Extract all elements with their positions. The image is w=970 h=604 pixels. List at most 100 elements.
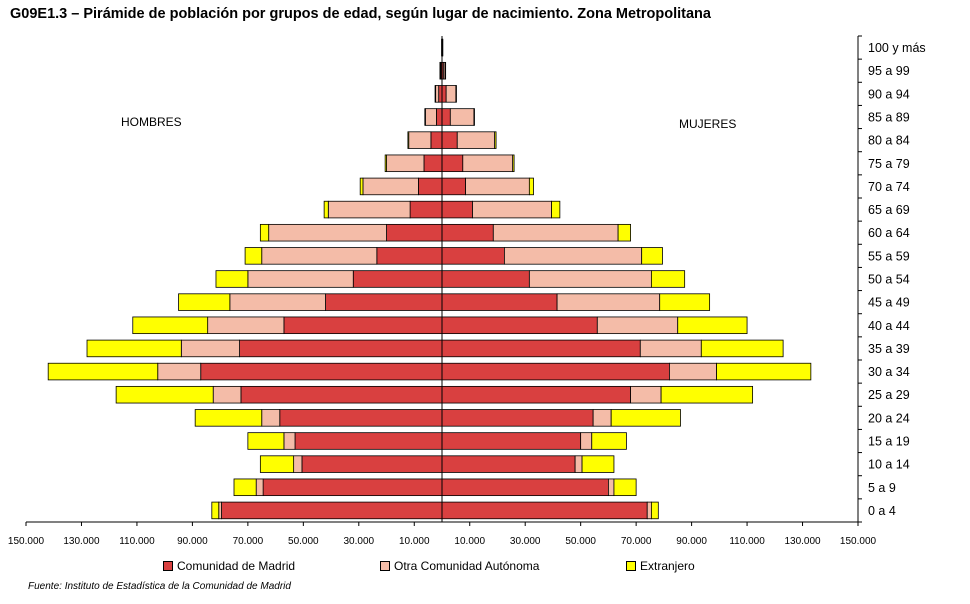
- x-tick-label-0: 150.000: [8, 536, 45, 547]
- bar-women-0-18: [441, 85, 447, 103]
- bar-women-2-6: [716, 362, 812, 381]
- bar-women-1-18: [445, 85, 457, 103]
- bar-women-0-2: [441, 455, 576, 473]
- category-label-9: 45 a 49: [868, 296, 910, 310]
- bar-women-0-12: [441, 223, 494, 242]
- bar-men-2-4: [194, 409, 263, 427]
- bar-women-2-1: [613, 478, 637, 497]
- x-tick-label-1: 130.000: [63, 536, 100, 547]
- category-label-7: 35 a 39: [868, 342, 910, 356]
- bar-women-2-16: [494, 131, 497, 149]
- bar-men-2-0: [211, 501, 220, 520]
- bar-men-2-16: [407, 131, 410, 149]
- category-label-20: 100 y más: [868, 41, 926, 55]
- bar-women-0-15: [441, 154, 464, 173]
- legend-item-madrid: Comunidad de Madrid: [163, 559, 295, 573]
- bar-men-0-12: [386, 223, 443, 242]
- bar-women-2-13: [551, 200, 561, 219]
- x-tick-label-9: 30.000: [510, 536, 541, 547]
- category-label-6: 30 a 34: [868, 365, 910, 379]
- bar-women-0-13: [441, 200, 473, 219]
- bar-men-2-8: [132, 316, 209, 335]
- x-tick-label-5: 50.000: [288, 536, 319, 547]
- bar-women-1-2: [574, 455, 583, 473]
- x-tick-label-13: 110.000: [729, 536, 765, 547]
- bar-women-1-10: [528, 270, 652, 288]
- bar-women-0-4: [441, 409, 594, 427]
- legend-swatch-extranjero: [626, 561, 636, 571]
- bar-women-2-5: [660, 385, 754, 404]
- bar-women-1-1: [608, 478, 615, 497]
- bar-men-1-10: [247, 270, 354, 288]
- bar-women-1-12: [492, 223, 619, 242]
- x-tick-label-6: 30.000: [344, 536, 375, 547]
- bar-women-0-10: [441, 270, 530, 288]
- x-tick-label-14: 130.000: [784, 536, 821, 547]
- bar-women-2-9: [659, 293, 711, 311]
- bar-men-2-10: [215, 270, 249, 288]
- category-label-18: 90 a 94: [868, 87, 910, 101]
- x-tick-label-2: 110.000: [119, 536, 155, 547]
- bar-women-0-11: [441, 247, 505, 265]
- bar-women-1-7: [639, 339, 702, 358]
- bar-women-1-9: [556, 293, 661, 311]
- legend-swatch-otra: [380, 561, 390, 571]
- bar-women-0-1: [441, 478, 609, 497]
- bar-men-2-19: [439, 61, 441, 80]
- bar-men-2-2: [259, 455, 295, 473]
- bar-women-2-14: [528, 177, 534, 196]
- bar-men-0-16: [430, 131, 443, 149]
- bar-women-2-7: [700, 339, 784, 358]
- bar-women-1-3: [580, 432, 593, 450]
- men-label: HOMBRES: [121, 115, 182, 129]
- bar-men-0-1: [262, 478, 443, 497]
- x-tick-label-8: 10.000: [454, 536, 485, 547]
- bar-men-1-7: [180, 339, 240, 358]
- bar-women-0-17: [441, 108, 451, 126]
- bar-women-2-18: [455, 85, 457, 103]
- bar-women-1-8: [596, 316, 679, 335]
- source-note: Fuente: Instituto de Estadística de la C…: [28, 581, 291, 592]
- bar-women-2-17: [473, 108, 475, 126]
- bar-women-2-8: [677, 316, 748, 335]
- bar-women-0-6: [441, 362, 670, 381]
- category-label-8: 40 a 44: [868, 319, 910, 333]
- bar-women-1-16: [456, 131, 496, 149]
- legend-label-otra: Otra Comunidad Autónoma: [394, 559, 540, 573]
- x-tick-label-10: 50.000: [565, 536, 596, 547]
- bar-men-2-1: [233, 478, 257, 497]
- bar-men-2-15: [384, 154, 387, 173]
- category-label-2: 10 a 14: [868, 458, 910, 472]
- bar-women-2-12: [617, 223, 631, 242]
- bar-women-2-3: [591, 432, 627, 450]
- bar-men-0-9: [325, 293, 443, 311]
- bar-men-2-11: [244, 247, 263, 265]
- x-tick-label-3: 90.000: [177, 536, 208, 547]
- bar-men-1-2: [293, 455, 303, 473]
- bar-men-1-15: [386, 154, 425, 173]
- bar-women-0-3: [441, 432, 582, 450]
- category-label-12: 60 a 64: [868, 226, 910, 240]
- category-label-1: 5 a 9: [868, 481, 896, 495]
- bar-men-2-9: [178, 293, 231, 311]
- bar-men-1-9: [229, 293, 326, 311]
- legend-label-extranjero: Extranjero: [640, 559, 695, 573]
- bar-men-1-1: [255, 478, 264, 497]
- category-label-19: 95 a 99: [868, 64, 910, 78]
- bar-women-0-8: [441, 316, 598, 335]
- bar-women-0-7: [441, 339, 641, 358]
- bar-men-2-17: [424, 108, 426, 126]
- bar-men-1-6: [157, 362, 202, 381]
- bar-men-1-16: [408, 131, 432, 149]
- bar-men-0-8: [283, 316, 443, 335]
- bar-men-0-4: [279, 409, 443, 427]
- bar-men-0-11: [376, 247, 443, 265]
- bar-men-0-3: [294, 432, 443, 450]
- legend-item-otra: Otra Comunidad Autónoma: [380, 559, 539, 573]
- bar-men-1-5: [212, 385, 242, 404]
- bar-men-2-6: [47, 362, 159, 381]
- bar-men-1-4: [261, 409, 281, 427]
- bar-men-1-17: [424, 108, 437, 126]
- bar-women-1-4: [592, 409, 612, 427]
